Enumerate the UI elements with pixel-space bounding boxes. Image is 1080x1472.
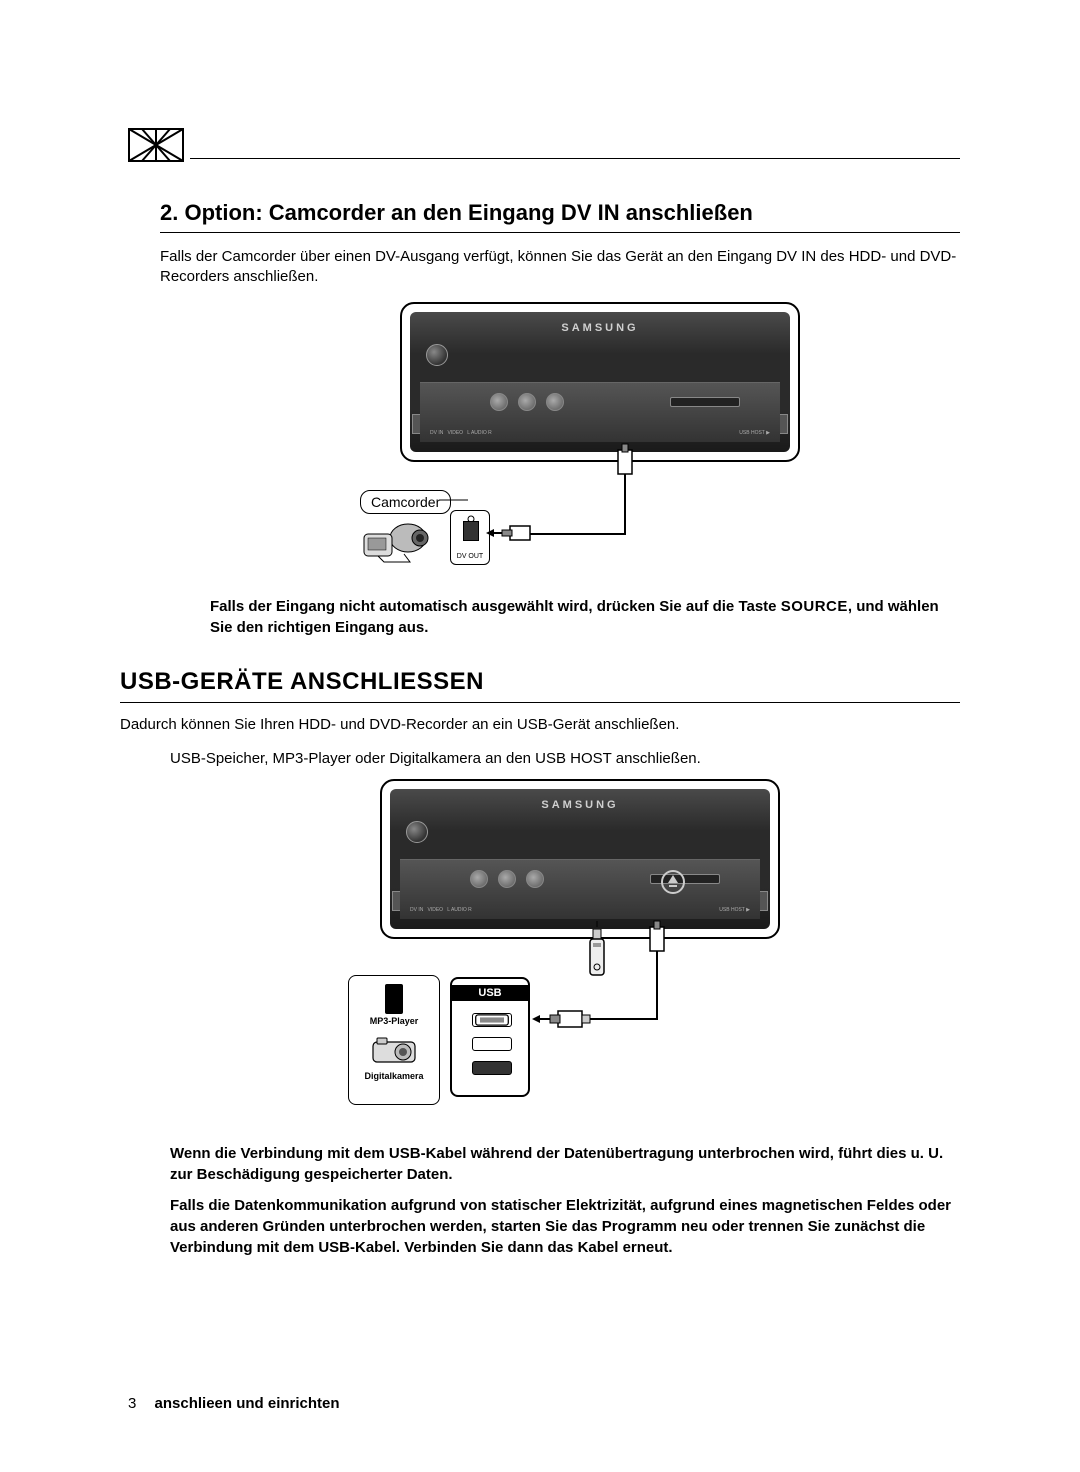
section1-underline [160,232,960,233]
usb-hub-box: USB [450,977,530,1097]
section1-body: Falls der Camcorder über einen DV-Ausgan… [160,247,960,288]
camera-label: Digitalkamera [349,1071,439,1081]
mp3-player-icon [385,984,403,1014]
port-label: USB HOST ▶ [719,907,750,913]
ctrl-button-icon [526,870,544,888]
power-button-icon [406,821,428,843]
camcorder-icon [360,520,430,565]
section1-heading: 2. Option: Camcorder an den Eingang DV I… [160,200,960,226]
page-footer: 3 anschlieen und einrichten [128,1395,340,1412]
section2-notes: Wenn die Verbindung mit dem USB-Kabel wä… [170,1143,960,1258]
section2-note2: Falls die Datenkommunikation aufgrund vo… [170,1195,960,1258]
page-number: 3 [128,1395,138,1412]
section2-underline [120,702,960,703]
note1-key: SOURCE [781,598,848,615]
top-rule [190,158,960,159]
dvout-port-icon [463,521,479,541]
section1-note: Falls der Eingang nicht automatisch ausg… [210,596,960,638]
usb-port-icon [472,1037,512,1051]
usb-stick-icon [588,929,606,979]
front-panel: DV IN VIDEO L AUDIO R USB HOST ▶ [400,859,760,919]
ctrl-button-icon [470,870,488,888]
front-panel: DV IN VIDEO L AUDIO R USB HOST ▶ [420,382,780,442]
section2-note1: Wenn die Verbindung mit dem USB-Kabel wä… [170,1143,960,1185]
ctrl-button-icon [490,393,508,411]
recorder-device: SAMSUNG DV IN VIDEO L AUDIO R [380,779,780,939]
dvout-port-box: DV OUT [450,510,490,565]
disc-slot-icon [670,397,740,407]
usb-hub-label: USB [452,985,528,1001]
diagram-usb: SAMSUNG DV IN VIDEO L AUDIO R [290,779,790,1119]
brand-label: SAMSUNG [410,322,790,334]
section-usb: USB-GERÄTE ANSCHLIESSEN Dadurch können S… [120,668,960,1259]
ctrl-button-icon [518,393,536,411]
ctrl-button-icon [546,393,564,411]
port-label: USB HOST ▶ [739,430,770,436]
recorder-device: SAMSUNG DV IN VIDEO L AUDIO R [400,302,800,462]
note1-prefix: Falls der Eingang nicht automatisch ausg… [210,598,781,615]
section-dvin: 2. Option: Camcorder an den Eingang DV I… [160,200,960,638]
section2-step: USB-Speicher, MP3-Player oder Digitalkam… [170,749,960,769]
digitalcamera-icon [371,1036,417,1064]
section2-intro: Dadurch können Sie Ihren HDD- und DVD-Re… [120,715,960,735]
devices-box: MP3-Player Digitalkamera [348,975,440,1105]
brand-label: SAMSUNG [390,799,770,811]
ctrl-button-icon [498,870,516,888]
section2-heading: USB-GERÄTE ANSCHLIESSEN [120,668,960,696]
port-label: DV IN VIDEO L AUDIO R [430,430,492,436]
usb-port-icon [472,1013,512,1027]
eject-arrow-icon [660,869,686,895]
power-button-icon [426,344,448,366]
camcorder-label: Camcorder [360,490,451,514]
port-label: DV IN VIDEO L AUDIO R [410,907,472,913]
diagram-dvin: SAMSUNG DV IN VIDEO L AUDIO R [310,302,810,572]
dvout-label: DV OUT [451,553,489,560]
chapter-title: anschlieen und einrichten [155,1395,340,1412]
usb-port-icon [472,1061,512,1075]
mp3-label: MP3-Player [349,1016,439,1026]
note-icon [128,128,184,162]
